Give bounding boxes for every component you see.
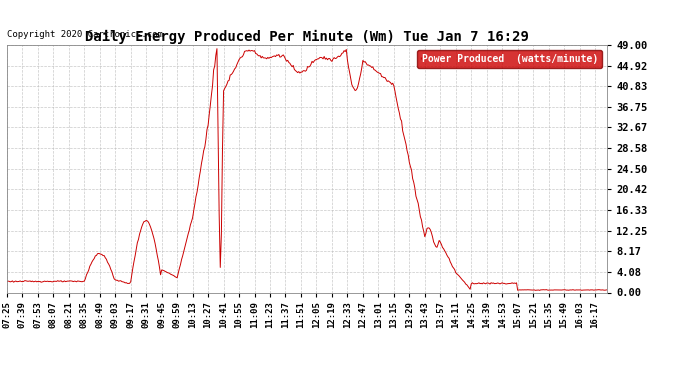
Text: Copyright 2020 Cartronics.com: Copyright 2020 Cartronics.com	[7, 30, 163, 39]
Legend: Power Produced  (watts/minute): Power Produced (watts/minute)	[417, 50, 602, 68]
Title: Daily Energy Produced Per Minute (Wm) Tue Jan 7 16:29: Daily Energy Produced Per Minute (Wm) Tu…	[85, 30, 529, 44]
